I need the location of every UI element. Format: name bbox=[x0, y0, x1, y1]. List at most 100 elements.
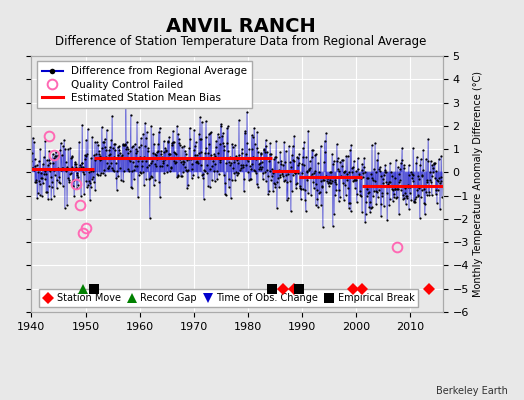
Point bbox=[128, 168, 137, 174]
Point bbox=[35, 178, 43, 184]
Point bbox=[158, 154, 167, 160]
Point bbox=[258, 159, 266, 165]
Point bbox=[48, 178, 57, 185]
Point bbox=[302, 168, 311, 174]
Point bbox=[221, 190, 229, 197]
Point bbox=[345, 169, 354, 176]
Point bbox=[147, 173, 155, 180]
Point bbox=[149, 182, 158, 188]
Point bbox=[50, 166, 59, 173]
Point bbox=[358, 209, 366, 215]
Point bbox=[351, 184, 359, 191]
Point bbox=[388, 186, 396, 192]
Point bbox=[248, 160, 257, 167]
Point bbox=[215, 134, 223, 141]
Point bbox=[140, 181, 148, 188]
Point bbox=[175, 140, 183, 146]
Point bbox=[246, 163, 254, 169]
Point bbox=[325, 180, 334, 186]
Point bbox=[68, 152, 77, 159]
Point bbox=[134, 194, 142, 200]
Point bbox=[32, 178, 40, 185]
Point bbox=[365, 188, 373, 195]
Point bbox=[199, 174, 207, 181]
Point bbox=[294, 160, 303, 166]
Point bbox=[275, 172, 283, 178]
Point bbox=[316, 174, 324, 180]
Point bbox=[176, 142, 184, 148]
Point bbox=[144, 145, 152, 152]
Point bbox=[64, 166, 72, 172]
Point bbox=[173, 123, 181, 130]
Point bbox=[313, 186, 321, 193]
Point bbox=[142, 158, 150, 164]
Point bbox=[103, 159, 112, 166]
Point bbox=[342, 153, 351, 159]
Point bbox=[250, 125, 258, 131]
Point bbox=[67, 154, 75, 161]
Point bbox=[314, 204, 322, 210]
Point bbox=[219, 139, 227, 146]
Point bbox=[355, 173, 363, 180]
Point bbox=[52, 153, 60, 159]
Point bbox=[145, 176, 153, 182]
Point bbox=[364, 175, 372, 181]
Point bbox=[217, 154, 226, 161]
Point bbox=[285, 168, 293, 174]
Point bbox=[177, 173, 185, 180]
Point bbox=[272, 154, 280, 160]
Point bbox=[375, 168, 384, 174]
Point bbox=[346, 147, 355, 153]
Point bbox=[268, 166, 277, 172]
Point bbox=[87, 155, 95, 161]
Point bbox=[433, 200, 441, 206]
Point bbox=[186, 136, 194, 142]
Point bbox=[59, 143, 68, 149]
Point bbox=[308, 171, 316, 178]
Point bbox=[126, 148, 135, 154]
Point bbox=[62, 164, 71, 170]
Point bbox=[270, 156, 278, 162]
Point bbox=[150, 141, 158, 147]
Point bbox=[318, 184, 326, 190]
Point bbox=[100, 166, 108, 173]
Point bbox=[133, 148, 141, 154]
Point bbox=[111, 147, 119, 154]
Point bbox=[398, 157, 406, 163]
Point bbox=[191, 143, 199, 149]
Point bbox=[70, 177, 78, 184]
Point bbox=[79, 164, 88, 170]
Point bbox=[216, 157, 225, 163]
Point bbox=[237, 165, 245, 171]
Point bbox=[152, 149, 161, 155]
Point bbox=[273, 178, 281, 185]
Point bbox=[223, 148, 232, 154]
Point bbox=[292, 185, 300, 192]
Point bbox=[47, 174, 55, 180]
Point bbox=[330, 179, 339, 186]
Point bbox=[152, 152, 160, 158]
Point bbox=[37, 175, 45, 182]
Point bbox=[117, 154, 126, 161]
Point bbox=[112, 174, 121, 181]
Point bbox=[27, 157, 36, 164]
Point bbox=[345, 204, 353, 211]
Point bbox=[393, 194, 401, 200]
Point bbox=[88, 134, 96, 140]
Point bbox=[208, 162, 216, 169]
Point bbox=[38, 175, 47, 181]
Point bbox=[263, 166, 271, 173]
Point bbox=[29, 164, 37, 171]
Point bbox=[280, 139, 289, 146]
Point bbox=[236, 162, 245, 168]
Point bbox=[324, 179, 333, 185]
Point bbox=[432, 168, 441, 174]
Point bbox=[40, 168, 49, 174]
Point bbox=[243, 109, 251, 115]
Point bbox=[146, 214, 154, 221]
Point bbox=[45, 183, 53, 189]
Point bbox=[53, 177, 61, 183]
Point bbox=[49, 192, 58, 199]
Point bbox=[29, 134, 37, 141]
Point bbox=[263, 148, 271, 155]
